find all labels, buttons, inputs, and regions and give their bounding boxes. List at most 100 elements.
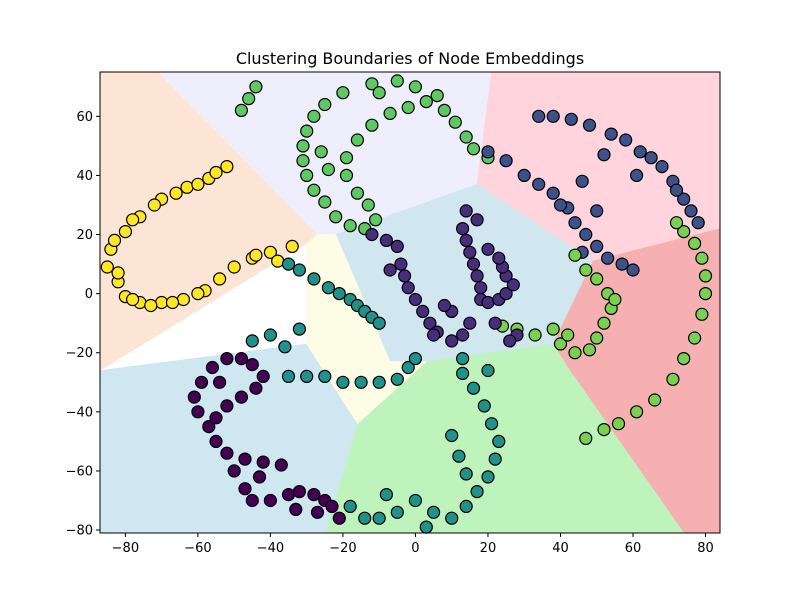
data-point: [666, 372, 680, 386]
data-point: [408, 80, 422, 94]
cluster-3-points: [495, 216, 713, 445]
data-point: [687, 331, 702, 345]
data-point: [390, 74, 404, 88]
data-point: [256, 369, 270, 383]
data-point: [343, 219, 357, 233]
data-point: [445, 334, 459, 348]
data-point: [459, 233, 473, 247]
data-point: [390, 372, 404, 386]
data-point: [677, 225, 691, 239]
data-point: [238, 482, 252, 496]
cluster-4-points: [365, 204, 524, 348]
data-point: [532, 177, 546, 191]
data-point: [481, 470, 495, 484]
data-point: [684, 204, 698, 218]
data-point: [448, 115, 462, 129]
data-point: [579, 227, 593, 242]
data-point: [492, 434, 506, 448]
data-point: [579, 263, 593, 277]
data-point: [252, 470, 267, 484]
data-point: [263, 328, 277, 342]
data-point: [590, 331, 604, 345]
data-point: [481, 363, 495, 378]
data-point: [321, 281, 335, 295]
data-point: [408, 292, 422, 307]
data-point: [553, 198, 568, 212]
data-point: [325, 499, 339, 513]
data-point: [365, 118, 379, 132]
y-tick-label: −60: [66, 464, 93, 479]
data-point: [358, 511, 372, 525]
data-point: [274, 458, 288, 472]
data-point: [669, 216, 684, 230]
data-point: [401, 360, 415, 375]
data-point: [419, 520, 433, 534]
data-point: [698, 287, 713, 301]
data-point: [281, 369, 296, 383]
data-point: [107, 233, 122, 247]
data-point: [615, 257, 629, 271]
data-point: [249, 248, 263, 262]
y-tick-label: −40: [66, 405, 93, 420]
data-point: [466, 381, 481, 395]
data-point: [227, 464, 241, 478]
cluster-2-points: [481, 109, 705, 277]
data-point: [452, 449, 466, 463]
data-point: [687, 236, 702, 250]
y-axis: −80 −60 −40 −20 0 20 40 60: [66, 110, 100, 539]
data-point: [546, 186, 560, 200]
y-tick-label: 60: [76, 110, 93, 125]
data-point: [361, 198, 375, 212]
data-point: [245, 493, 259, 508]
x-axis: −80 −60 −40 −20 0 20 40 60 80: [112, 533, 714, 556]
data-point: [466, 142, 481, 156]
data-point: [191, 405, 205, 419]
plot-frame: [99, 71, 721, 534]
data-point: [575, 174, 589, 188]
data-point: [339, 151, 354, 165]
data-point: [677, 352, 691, 366]
data-point: [318, 195, 332, 209]
data-point: [390, 505, 404, 519]
data-point: [445, 428, 459, 443]
data-point: [220, 352, 234, 366]
data-point: [285, 239, 299, 253]
data-point: [365, 227, 379, 242]
data-point: [427, 328, 441, 342]
data-point: [169, 186, 183, 200]
data-point: [213, 375, 227, 389]
data-point: [485, 417, 499, 431]
data-point: [180, 180, 194, 194]
data-point: [144, 298, 158, 313]
data-point: [383, 263, 397, 277]
scatter-points: [100, 74, 713, 534]
data-point: [456, 352, 470, 366]
data-point: [332, 511, 346, 525]
data-point: [597, 148, 611, 162]
x-tick-label: 80: [697, 541, 714, 556]
data-point: [245, 358, 259, 372]
data-point: [528, 328, 542, 342]
data-point: [220, 160, 234, 174]
data-point: [118, 225, 133, 239]
data-point: [488, 452, 502, 466]
data-point: [597, 423, 611, 437]
data-point: [503, 334, 517, 348]
chart-title: Clustering Boundaries of Node Embeddings: [236, 49, 584, 68]
data-point: [394, 257, 408, 271]
data-point: [590, 239, 604, 253]
data-point: [669, 183, 684, 197]
data-point: [263, 493, 277, 508]
data-point: [466, 257, 481, 271]
data-point: [369, 213, 383, 227]
data-point: [492, 251, 506, 265]
data-point: [456, 222, 470, 236]
data-point: [220, 446, 234, 460]
data-point: [582, 343, 597, 357]
data-point: [695, 307, 709, 321]
data-point: [227, 260, 241, 274]
data-point: [372, 316, 386, 330]
data-point: [470, 269, 484, 283]
data-point: [590, 272, 604, 286]
data-point: [111, 266, 125, 280]
